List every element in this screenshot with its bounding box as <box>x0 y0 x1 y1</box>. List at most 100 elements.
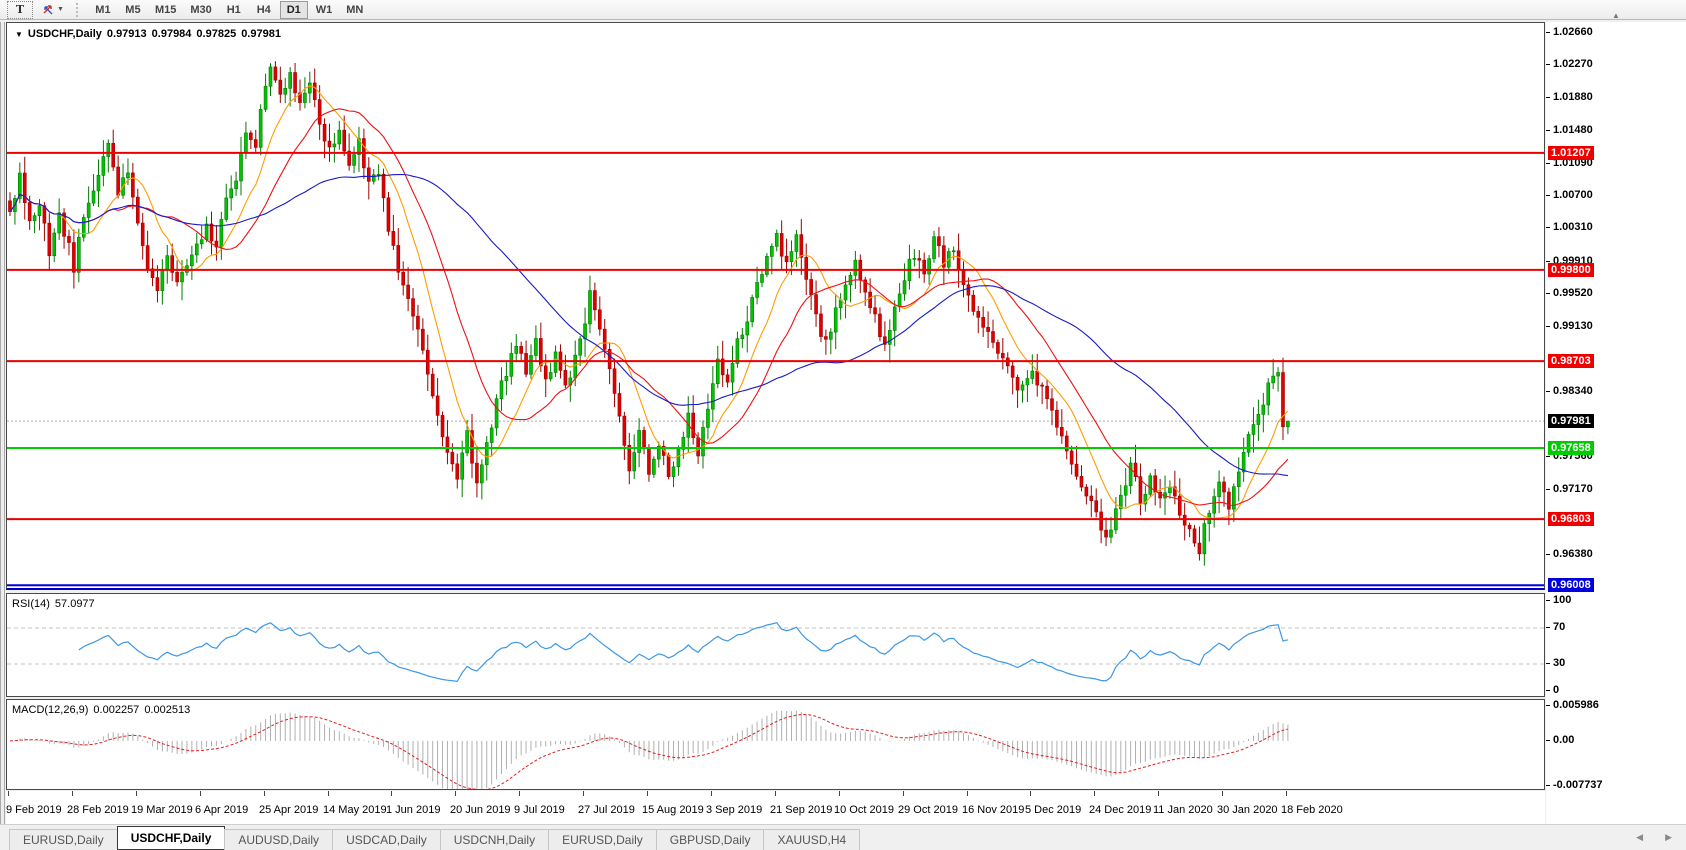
rsi-tick-label: 0 <box>1553 684 1560 696</box>
tab-audusd-daily[interactable]: AUDUSD,Daily <box>224 829 334 850</box>
date-tick-mark <box>583 791 584 796</box>
price-tick-label: 1.00310 <box>1553 221 1593 233</box>
chart-title: ▼ USDCHF,Daily 0.97913 0.97984 0.97825 0… <box>15 28 281 40</box>
date-tick-label: 28 Feb 2019 <box>67 804 129 816</box>
rsi-value: 57.0977 <box>54 598 95 610</box>
styles-dropdown-button[interactable]: ▼ <box>35 1 70 19</box>
date-tick-mark <box>8 791 9 796</box>
price-tick-mark <box>1546 64 1550 65</box>
price-tick-mark <box>1546 32 1550 33</box>
macd-tick-label: -0.007737 <box>1553 779 1603 791</box>
timeframe-button-m15[interactable]: M15 <box>154 3 177 16</box>
timeframe-group: M1 M5 M15 M30 H1 H4 D1 W1 MN <box>88 0 370 19</box>
macd-chart <box>9 710 1289 789</box>
macd-tick-mark <box>1546 740 1550 741</box>
date-tick-label: 5 Dec 2019 <box>1025 804 1082 816</box>
toolbar-grip <box>75 2 81 17</box>
price-level-badge: 0.98703 <box>1548 354 1594 368</box>
date-tick-label: 9 Feb 2019 <box>6 804 62 816</box>
quote-low: 0.97825 <box>196 28 237 40</box>
tab-scroll-nav: ◀ ▶ <box>1636 832 1672 843</box>
tab-scroll-left-icon[interactable]: ◀ <box>1636 832 1644 842</box>
rsi-tick-label: 100 <box>1553 594 1572 606</box>
rsi-name: RSI(14) <box>12 598 50 610</box>
price-chart-panel[interactable]: ▼ USDCHF,Daily 0.97913 0.97984 0.97825 0… <box>6 22 1545 590</box>
date-tick-label: 9 Jul 2019 <box>514 804 565 816</box>
symbol-title: USDCHF,Daily <box>27 28 102 40</box>
price-tick-mark <box>1546 195 1550 196</box>
timeframe-button-mn[interactable]: MN <box>346 3 364 16</box>
diagonal-arrows-icon <box>43 5 53 15</box>
rsi-panel[interactable]: RSI(14) 57.0977 <box>6 593 1545 697</box>
collapse-arrow-icon[interactable]: ▲ <box>1612 11 1620 20</box>
date-tick-mark <box>200 791 201 796</box>
tab-scroll-right-icon[interactable]: ▶ <box>1665 832 1672 842</box>
date-tick-mark <box>839 791 840 796</box>
price-tick-label: 0.98340 <box>1553 385 1593 397</box>
macd-tick-label: 0.00 <box>1553 734 1575 746</box>
tab-gbpusd-daily[interactable]: GBPUSD,Daily <box>655 829 765 850</box>
date-tick-label: 10 Oct 2019 <box>834 804 894 816</box>
price-level-badge: 1.01207 <box>1548 146 1594 160</box>
timeframe-button-h1[interactable]: H1 <box>226 3 241 16</box>
tab-usdcad-daily[interactable]: USDCAD,Daily <box>332 829 441 850</box>
date-tick-label: 19 Mar 2019 <box>131 804 193 816</box>
window-left-frame <box>0 22 5 824</box>
text-tool-button[interactable]: T <box>7 0 33 19</box>
date-tick-label: 11 Jan 2020 <box>1153 804 1213 816</box>
price-tick-label: 0.96380 <box>1553 548 1593 560</box>
timeframe-button-w1[interactable]: W1 <box>315 3 333 16</box>
tab-usdcnh-daily[interactable]: USDCNH,Daily <box>439 829 550 850</box>
price-tick-label: 1.01480 <box>1553 124 1593 136</box>
rsi-tick-label: 70 <box>1553 621 1566 633</box>
price-tick-label: 0.99520 <box>1553 287 1593 299</box>
tab-eurusd-daily[interactable]: EURUSD,Daily <box>9 829 118 850</box>
price-tick-mark <box>1546 489 1550 490</box>
candles-group <box>8 61 1290 566</box>
date-tick-mark <box>264 791 265 796</box>
timeframe-button-m1[interactable]: M1 <box>95 3 111 16</box>
price-tick-label: 1.02660 <box>1553 26 1593 38</box>
ma-line-10 <box>9 85 1289 519</box>
macd-tick-mark <box>1546 705 1550 706</box>
timeframe-button-h4[interactable]: H4 <box>256 3 271 16</box>
rsi-tick-mark <box>1546 663 1550 664</box>
macd-value-2: 0.002513 <box>144 704 191 716</box>
chevron-down-icon: ▼ <box>57 6 64 13</box>
price-tick-mark <box>1546 293 1550 294</box>
timeframe-button-m5[interactable]: M5 <box>125 3 141 16</box>
price-level-badge: 0.96803 <box>1548 512 1594 526</box>
date-tick-mark <box>136 791 137 796</box>
date-tick-label: 1 Jun 2019 <box>386 804 441 816</box>
rsi-tick-mark <box>1546 627 1550 628</box>
price-level-badge: 0.97658 <box>1548 441 1594 455</box>
date-tick-mark <box>967 791 968 796</box>
price-tick-label: 0.97170 <box>1553 483 1593 495</box>
timeframe-button-d1[interactable]: D1 <box>279 0 308 19</box>
quote-open: 0.97913 <box>106 28 147 40</box>
date-tick-label: 29 Oct 2019 <box>898 804 958 816</box>
date-tick-label: 14 May 2019 <box>323 804 387 816</box>
date-tick-label: 27 Jul 2019 <box>578 804 635 816</box>
date-tick-label: 30 Jan 2020 <box>1217 804 1278 816</box>
candlestick-chart <box>7 61 1544 587</box>
price-tick-mark <box>1546 97 1550 98</box>
timeframe-button-m30[interactable]: M30 <box>190 3 212 16</box>
tab-eurusd-daily[interactable]: EURUSD,Daily <box>548 829 657 850</box>
rsi-tick-mark <box>1546 690 1550 691</box>
date-tick-mark <box>1158 791 1159 796</box>
chevron-down-icon[interactable]: ▼ <box>15 29 23 39</box>
macd-panel[interactable]: MACD(12,26,9) 0.002257 0.002513 <box>6 699 1545 790</box>
date-tick-mark <box>647 791 648 796</box>
tab-xauusd-h4[interactable]: XAUUSD,H4 <box>763 829 861 850</box>
date-tick-label: 6 Apr 2019 <box>195 804 249 816</box>
date-tick-mark <box>775 791 776 796</box>
rsi-tick-mark <box>1546 600 1550 601</box>
macd-name: MACD(12,26,9) <box>12 704 89 716</box>
tab-usdchf-daily[interactable]: USDCHF,Daily <box>116 826 226 850</box>
date-tick-mark <box>1094 791 1095 796</box>
price-tick-label: 0.99130 <box>1553 320 1593 332</box>
date-axis: 9 Feb 2019 28 Feb 2019 19 Mar 2019 6 Apr 20… <box>6 791 1545 824</box>
rsi-label: RSI(14) 57.0977 <box>12 598 95 610</box>
price-tick-mark <box>1546 326 1550 327</box>
